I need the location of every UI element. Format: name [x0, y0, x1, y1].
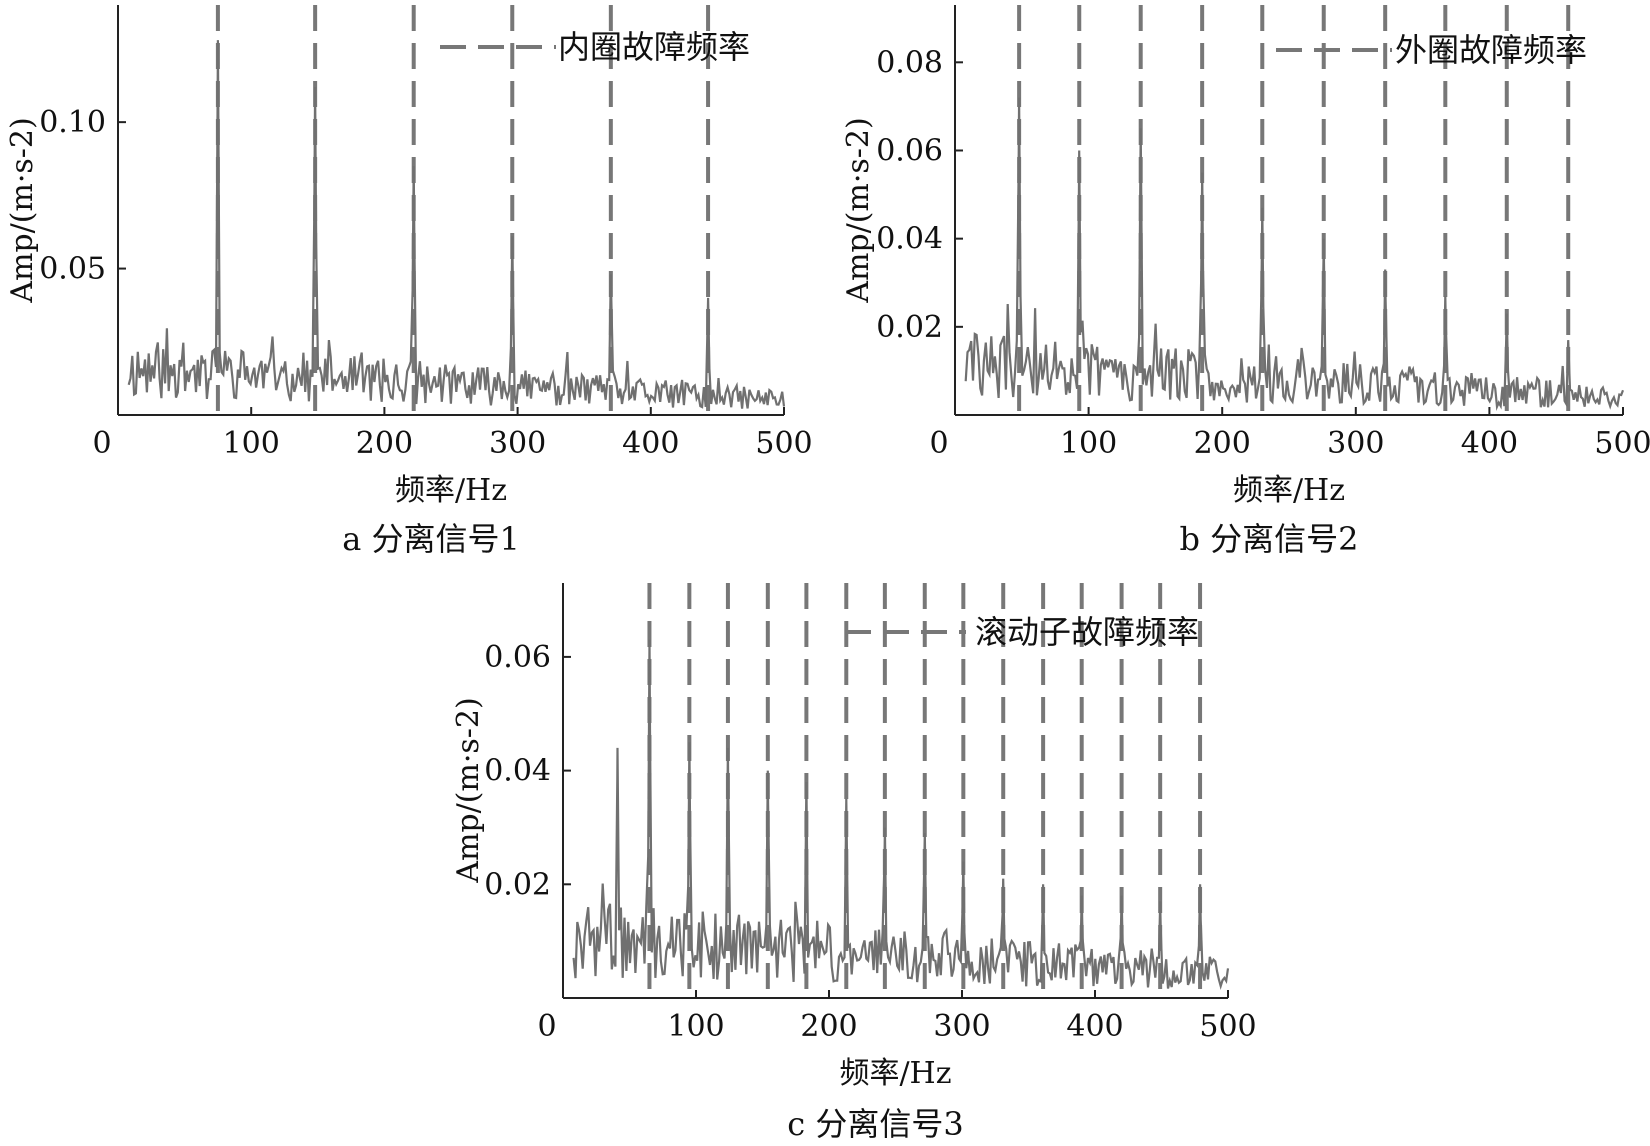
legend-label: 内圈故障频率 [558, 28, 750, 66]
x-tick-label: 100 [223, 426, 280, 461]
y-axis-label: Amp/(m·s-2) [841, 117, 876, 303]
x-tick-label: 400 [622, 426, 679, 461]
x-tick-label: 200 [1194, 426, 1251, 461]
x-tick-label: 400 [1066, 1009, 1123, 1044]
y-tick-label: 0.08 [876, 45, 943, 80]
signal-trace [127, 40, 786, 409]
x-axis-label: 频率/Hz [395, 473, 507, 508]
x-tick-label: 100 [1060, 426, 1117, 461]
x-tick-label: 0 [929, 426, 948, 461]
subplot-b: 0 100 200 300 400 500 0.02 0.04 0.06 0.08 频率/Hz Amp… [841, 5, 1650, 558]
signal-trace [572, 639, 1230, 991]
y-tick-label: 0.02 [876, 310, 943, 345]
subplot-c: 0 100 200 300 400 500 0.02 0.04 0.06 频率/Hz Amp/(m·… [451, 583, 1257, 1143]
y-tick-label: 0.06 [876, 133, 943, 168]
y-tick-label: 0.04 [876, 222, 943, 257]
y-tick-label: 0.06 [484, 640, 551, 675]
x-axis-label: 频率/Hz [839, 1056, 951, 1091]
x-tick-label: 200 [356, 426, 413, 461]
signal-trace [964, 97, 1625, 412]
y-axis-label: Amp/(m·s-2) [451, 697, 486, 883]
x-tick-label: 300 [489, 426, 546, 461]
subplot-caption: c 分离信号3 [787, 1105, 963, 1143]
legend-label: 外圈故障频率 [1395, 31, 1587, 69]
y-tick-label: 0.04 [484, 754, 551, 789]
subplot-a: 0 100 200 300 400 500 0.05 0.10 频率/Hz Amp/(m·s-2)… [5, 5, 813, 558]
subplot-caption: a 分离信号1 [342, 520, 520, 558]
x-tick-label: 100 [667, 1009, 724, 1044]
subplot-caption: b 分离信号2 [1179, 520, 1358, 558]
x-tick-label: 500 [755, 426, 812, 461]
x-tick-label: 500 [1594, 426, 1650, 461]
x-tick-label: 0 [92, 426, 111, 461]
x-axis-label: 频率/Hz [1233, 473, 1345, 508]
y-axis-label: Amp/(m·s-2) [5, 117, 40, 303]
x-tick-label: 500 [1199, 1009, 1256, 1044]
x-tick-label: 300 [933, 1009, 990, 1044]
x-tick-label: 200 [800, 1009, 857, 1044]
x-tick-label: 400 [1461, 426, 1518, 461]
y-tick-label: 0.05 [39, 252, 106, 287]
x-tick-label: 300 [1327, 426, 1384, 461]
y-tick-label: 0.02 [484, 867, 551, 902]
x-tick-label: 0 [537, 1009, 556, 1044]
legend-label: 滚动子故障频率 [975, 613, 1199, 651]
y-tick-label: 0.10 [39, 105, 106, 140]
